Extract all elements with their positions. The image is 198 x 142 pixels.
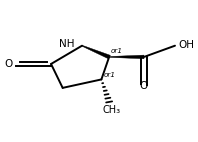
- Text: NH: NH: [59, 39, 74, 49]
- Polygon shape: [82, 45, 110, 59]
- Text: or1: or1: [103, 72, 115, 78]
- Text: O: O: [4, 59, 12, 69]
- Text: O: O: [140, 81, 148, 91]
- Polygon shape: [109, 55, 144, 59]
- Text: OH: OH: [178, 40, 194, 50]
- Text: or1: or1: [111, 48, 123, 54]
- Text: CH₃: CH₃: [102, 106, 120, 115]
